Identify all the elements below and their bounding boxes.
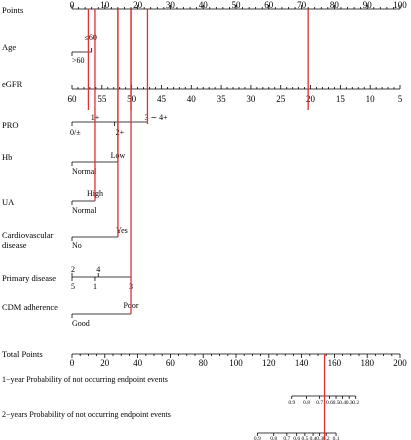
probability-tick-label: 0.6: [326, 400, 333, 406]
ua-level-label: Normal: [72, 206, 97, 215]
variable-label-cdm: CDM adherence: [2, 302, 58, 312]
probability-tick-label: 0.2: [323, 436, 330, 440]
probability-tick-label: 0.7: [283, 436, 290, 440]
total-points-tick-label: 0: [70, 358, 75, 368]
total-points-tick-label: 160: [328, 358, 342, 368]
hb-level-label: Normal: [72, 167, 97, 176]
age-level-label: >60: [72, 56, 85, 65]
points-tick-label: 10: [100, 0, 110, 10]
variable-label-hb: Hb: [2, 152, 12, 162]
egfr-tick-label: 55: [97, 94, 107, 104]
probability-tick-label: 0.4: [310, 436, 317, 440]
primary-level-label: 2: [71, 265, 75, 274]
egfr-tick-label: 25: [276, 94, 286, 104]
egfr-tick-label: 40: [187, 94, 197, 104]
probability-axis-label-1: 1−year Probability of not occurring endp…: [2, 375, 168, 384]
variable-label-age: Age: [2, 42, 16, 52]
total-points-tick-label: 20: [100, 358, 110, 368]
egfr-tick-label: 10: [366, 94, 376, 104]
variable-label-primary-disease: Primary disease: [2, 273, 56, 283]
points-tick-label: 0: [70, 0, 75, 10]
cdm-level-label: Good: [72, 319, 90, 328]
probability-tick-label: 0.8: [303, 400, 310, 406]
total-points-tick-label: 60: [166, 358, 176, 368]
probability-tick-label: 0.3: [346, 400, 353, 406]
primary-level-label: 1: [93, 282, 97, 291]
total-points-axis-label: Total Points: [2, 349, 43, 359]
total-points-tick-label: 120: [262, 358, 276, 368]
pro-level-label: 0/±: [70, 128, 81, 137]
points-axis-label: Points: [2, 5, 23, 15]
egfr-tick-label: 60: [68, 94, 78, 104]
points-tick-label: 40: [199, 0, 209, 10]
age-level-label: ≤60: [84, 33, 96, 42]
egfr-tick-label: 5: [398, 94, 403, 104]
points-tick-label: 80: [330, 0, 340, 10]
points-tick-label: 20: [133, 0, 143, 10]
points-tick-label: 50: [232, 0, 242, 10]
variable-label-egfr: eGFR: [2, 79, 23, 89]
probability-tick-label: 0.5: [301, 436, 308, 440]
probability-tick-label: 0.2: [352, 400, 359, 406]
pro-level-label: 3 ∼ 4+: [144, 113, 168, 122]
total-points-tick-label: 200: [393, 358, 407, 368]
probability-tick-label: 0.5: [333, 400, 340, 406]
probability-tick-label: 0.9: [254, 436, 261, 440]
points-tick-label: 60: [264, 0, 274, 10]
points-tick-label: 100: [393, 0, 407, 10]
probability-axis-label-2: 2−years Probability of not occurring end…: [2, 410, 171, 419]
total-points-tick-label: 100: [229, 358, 243, 368]
primary-level-label: 5: [71, 282, 75, 291]
egfr-tick-label: 50: [127, 94, 137, 104]
points-tick-label: 30: [166, 0, 176, 10]
egfr-tick-label: 45: [157, 94, 167, 104]
variable-label-pro: PRO: [2, 120, 19, 130]
probability-tick-label: 0.7: [316, 400, 323, 406]
egfr-tick-label: 20: [306, 94, 316, 104]
primary-level-label: 4: [96, 265, 100, 274]
probability-tick-label: 0.4: [339, 400, 346, 406]
cvd-level-label: No: [72, 241, 82, 250]
variable-label-disease: disease: [2, 240, 27, 250]
variable-label-ua: UA: [2, 197, 15, 207]
total-points-tick-label: 180: [360, 358, 374, 368]
egfr-tick-label: 15: [336, 94, 346, 104]
egfr-tick-label: 30: [246, 94, 256, 104]
pro-level-label: 2+: [116, 128, 125, 137]
total-points-tick-label: 40: [133, 358, 143, 368]
cvd-level-label: Yes: [116, 226, 128, 235]
points-tick-label: 70: [297, 0, 307, 10]
variable-label-cardiovascular: Cardiovascular: [2, 230, 54, 240]
total-points-tick-label: 140: [295, 358, 309, 368]
probability-tick-label: 0.3: [316, 436, 323, 440]
probability-tick-label: 0.8: [270, 436, 277, 440]
probability-tick-label: 0.9: [288, 400, 295, 406]
total-points-tick-label: 80: [199, 358, 209, 368]
probability-tick-label: 0.6: [293, 436, 300, 440]
probability-tick-label: 0.1: [333, 436, 340, 440]
egfr-tick-label: 35: [217, 94, 227, 104]
points-tick-label: 90: [363, 0, 373, 10]
